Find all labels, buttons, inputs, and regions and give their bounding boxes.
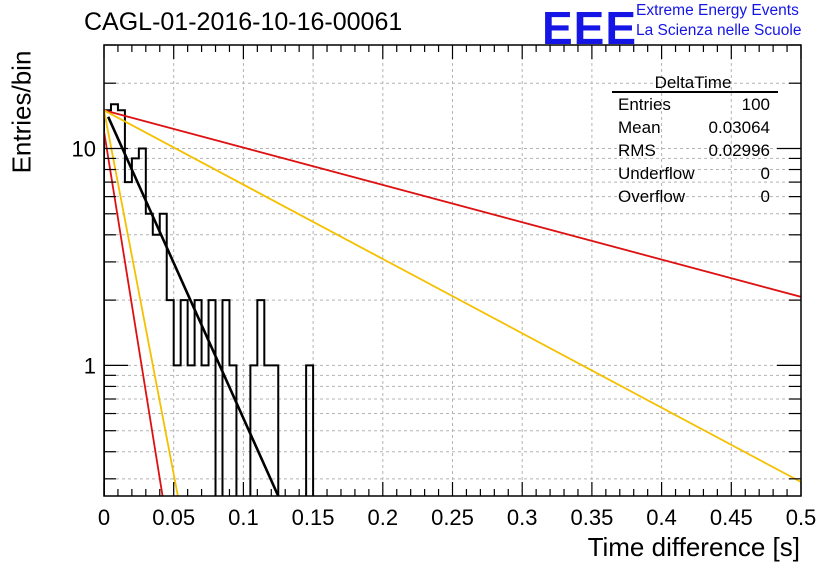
- histogram-outline: [104, 103, 315, 496]
- histogram-bin: [271, 365, 278, 496]
- histogram-bin: [118, 110, 125, 496]
- x-tick-label: 0.15: [292, 505, 335, 530]
- x-tick-label: 0.3: [507, 505, 538, 530]
- stats-label: Underflow: [618, 164, 695, 183]
- stats-value: 0: [761, 164, 770, 183]
- histogram-bin: [188, 365, 195, 496]
- x-tick-label: 0.25: [431, 505, 474, 530]
- fit-line-2: [104, 109, 801, 298]
- logo-caption-1: Extreme Energy Events: [636, 2, 799, 19]
- histogram-bin: [160, 214, 167, 496]
- x-tick-label: 0.5: [786, 505, 817, 530]
- fit-line-4: [104, 131, 164, 496]
- page-title: CAGL-01-2016-10-16-00061: [84, 8, 403, 36]
- x-tick-label: 0.35: [570, 505, 613, 530]
- x-tick-label: 0.45: [710, 505, 753, 530]
- stats-label: Mean: [618, 118, 661, 137]
- x-tick-label: 0.05: [152, 505, 195, 530]
- histogram-bin: [181, 300, 188, 496]
- x-tick-label: 0: [98, 505, 110, 530]
- x-tick-label: 0.2: [368, 505, 399, 530]
- histogram-bin: [229, 365, 236, 496]
- fit-line-3: [104, 109, 801, 483]
- stats-label: Entries: [618, 95, 671, 114]
- y-axis-label: Entries/bin: [6, 50, 37, 174]
- logo-caption-2: La Scienza nelle Scuole: [636, 22, 802, 39]
- histogram-bin: [222, 300, 229, 496]
- histogram-bin: [257, 300, 264, 496]
- stats-label: RMS: [618, 141, 656, 160]
- stats-value: 100: [742, 95, 770, 114]
- stats-value: 0.02996: [709, 141, 770, 160]
- y-tick-label: 10: [72, 136, 96, 161]
- stats-value: 0.03064: [709, 118, 770, 137]
- x-tick-label: 0.1: [228, 505, 259, 530]
- y-tick-label: 1: [84, 353, 96, 378]
- x-tick-label: 0.4: [646, 505, 677, 530]
- stats-label: Overflow: [618, 187, 686, 206]
- fit-line-5: [104, 110, 179, 496]
- histogram-bin: [195, 300, 202, 496]
- stats-title: DeltaTime: [655, 73, 732, 92]
- histogram-bin: [202, 365, 209, 496]
- x-axis-label: Time difference [s]: [587, 532, 800, 562]
- histogram-bin: [250, 365, 257, 496]
- stats-value: 0: [761, 187, 770, 206]
- fit-line-1: [106, 116, 280, 496]
- histogram-bin: [209, 300, 216, 496]
- histogram-bin: [306, 365, 313, 496]
